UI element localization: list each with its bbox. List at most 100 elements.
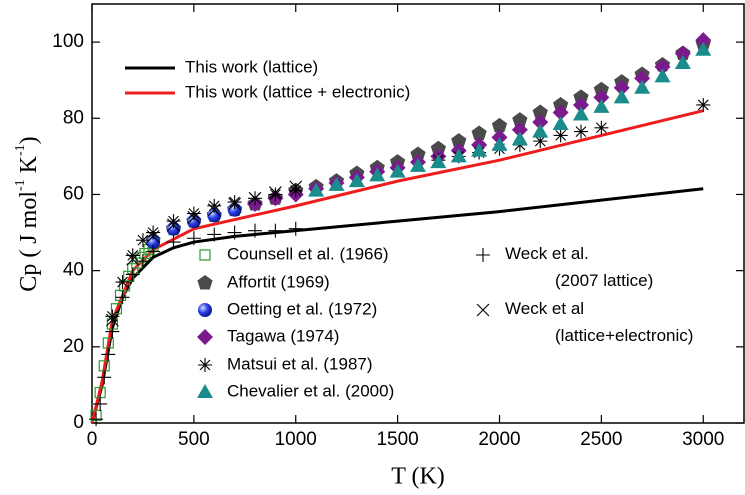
y-tick-label: 100: [52, 31, 84, 52]
marker: [533, 134, 548, 149]
marker: [166, 214, 181, 229]
marker: [553, 128, 568, 143]
marker: [197, 329, 213, 345]
marker: [125, 248, 140, 263]
marker: [674, 45, 691, 62]
marker: [695, 41, 712, 56]
x-tick-label: 2000: [478, 429, 520, 450]
marker: [166, 235, 181, 250]
x-axis-label: T (K): [391, 464, 445, 490]
marker: [613, 79, 630, 96]
marker: [511, 121, 528, 138]
marker: [207, 227, 222, 242]
marker: [573, 89, 589, 104]
marker: [105, 324, 120, 339]
marker: [123, 270, 135, 282]
marker: [674, 55, 691, 70]
marker: [389, 163, 406, 178]
marker: [105, 309, 120, 324]
marker: [197, 275, 213, 290]
marker: [199, 249, 211, 261]
marker: [186, 231, 201, 246]
marker: [593, 81, 609, 97]
legend-label: Matsui et al. (1987): [227, 354, 373, 373]
marker: [268, 187, 283, 202]
marker: [248, 191, 262, 205]
marker: [553, 96, 569, 112]
marker: [634, 70, 651, 87]
marker: [167, 218, 180, 232]
legend-label-line: Weck et al.: [505, 244, 589, 263]
marker: [115, 290, 130, 305]
marker: [348, 173, 365, 188]
marker: [135, 254, 150, 269]
marker: [451, 133, 467, 148]
marker: [430, 154, 447, 169]
x-tick-label: 500: [178, 429, 210, 450]
marker: [410, 157, 426, 172]
legend-label: Affortit (1969): [227, 272, 330, 291]
marker: [101, 347, 116, 362]
marker: [146, 244, 161, 259]
marker: [491, 136, 508, 151]
marker: [115, 275, 130, 290]
marker: [308, 182, 325, 197]
marker: [227, 195, 242, 210]
y-tick-label: 0: [73, 412, 84, 433]
marker: [146, 235, 161, 250]
marker: [89, 412, 104, 427]
marker: [654, 58, 671, 75]
y-label-sup: -1: [13, 144, 28, 156]
marker: [207, 203, 221, 217]
marker: [139, 247, 151, 260]
marker: [227, 225, 242, 240]
marker: [471, 125, 487, 140]
plot-frame: [91, 3, 745, 424]
marker: [126, 252, 140, 266]
y-label-part: Cp ( J mol: [16, 191, 42, 292]
marker: [135, 233, 150, 248]
marker: [110, 303, 123, 315]
marker: [328, 176, 345, 191]
marker: [532, 123, 549, 138]
marker: [131, 257, 143, 269]
marker: [573, 106, 589, 121]
marker: [146, 225, 161, 240]
y-tick-label: 40: [63, 260, 84, 281]
marker: [288, 221, 303, 236]
legend-label-line: Weck et al: [505, 299, 584, 318]
marker: [594, 120, 609, 135]
marker: [97, 370, 112, 385]
legend-label: This work (lattice + electronic): [185, 82, 410, 101]
marker: [187, 210, 201, 224]
legend-label-line: (2007 lattice): [555, 271, 653, 290]
marker: [573, 96, 589, 113]
marker: [105, 313, 119, 327]
marker: [593, 89, 610, 106]
marker: [512, 112, 528, 127]
marker: [410, 146, 426, 161]
marker: [654, 68, 671, 83]
marker: [476, 248, 490, 262]
marker: [198, 303, 212, 317]
marker: [511, 131, 528, 146]
marker: [532, 114, 549, 131]
series-line: [90, 109, 704, 424]
series-line: [90, 187, 704, 424]
marker: [476, 303, 490, 317]
marker: [228, 197, 242, 211]
legend-label: Counsell et al. (1966): [227, 244, 389, 263]
marker: [207, 198, 222, 213]
marker: [450, 148, 467, 163]
y-tick-label: 80: [63, 107, 84, 128]
legend-label: Chevalier et al. (2000): [227, 381, 394, 400]
marker: [288, 183, 303, 198]
legend-label: Weck et al (lattice+electronic): [505, 299, 693, 345]
marker: [125, 267, 140, 282]
marker: [696, 97, 711, 112]
marker: [574, 124, 588, 139]
marker: [198, 358, 212, 372]
marker: [197, 384, 213, 398]
marker: [289, 180, 303, 194]
marker: [491, 117, 508, 133]
